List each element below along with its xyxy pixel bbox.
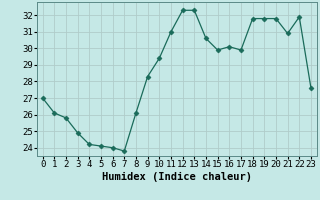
X-axis label: Humidex (Indice chaleur): Humidex (Indice chaleur) (102, 172, 252, 182)
